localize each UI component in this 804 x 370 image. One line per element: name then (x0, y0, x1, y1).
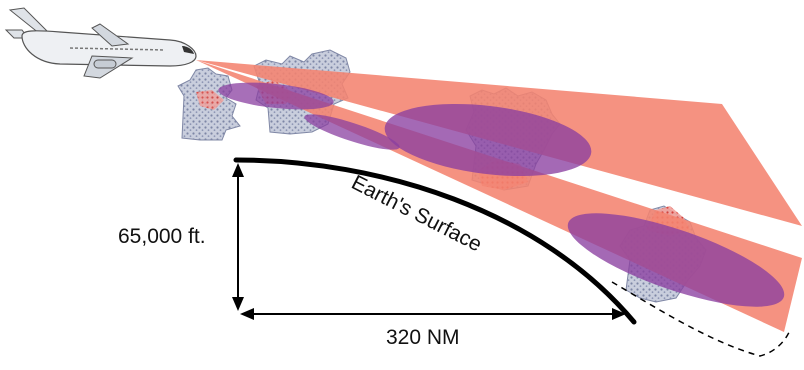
radar-return-mid (384, 103, 592, 177)
radar-return-far (567, 213, 785, 307)
altitude-dimension-arrow (232, 163, 244, 311)
earth-surface-curve (233, 157, 637, 325)
altitude-label: 65,000 ft. (118, 225, 206, 248)
earth-surface-dashed-continuation (611, 281, 791, 357)
aircraft-icon (4, 7, 197, 79)
radar-return-near (218, 82, 400, 150)
distance-dimension-arrow (240, 308, 626, 320)
storm-cell-icon (177, 67, 241, 141)
distance-label: 320 NM (386, 326, 460, 349)
